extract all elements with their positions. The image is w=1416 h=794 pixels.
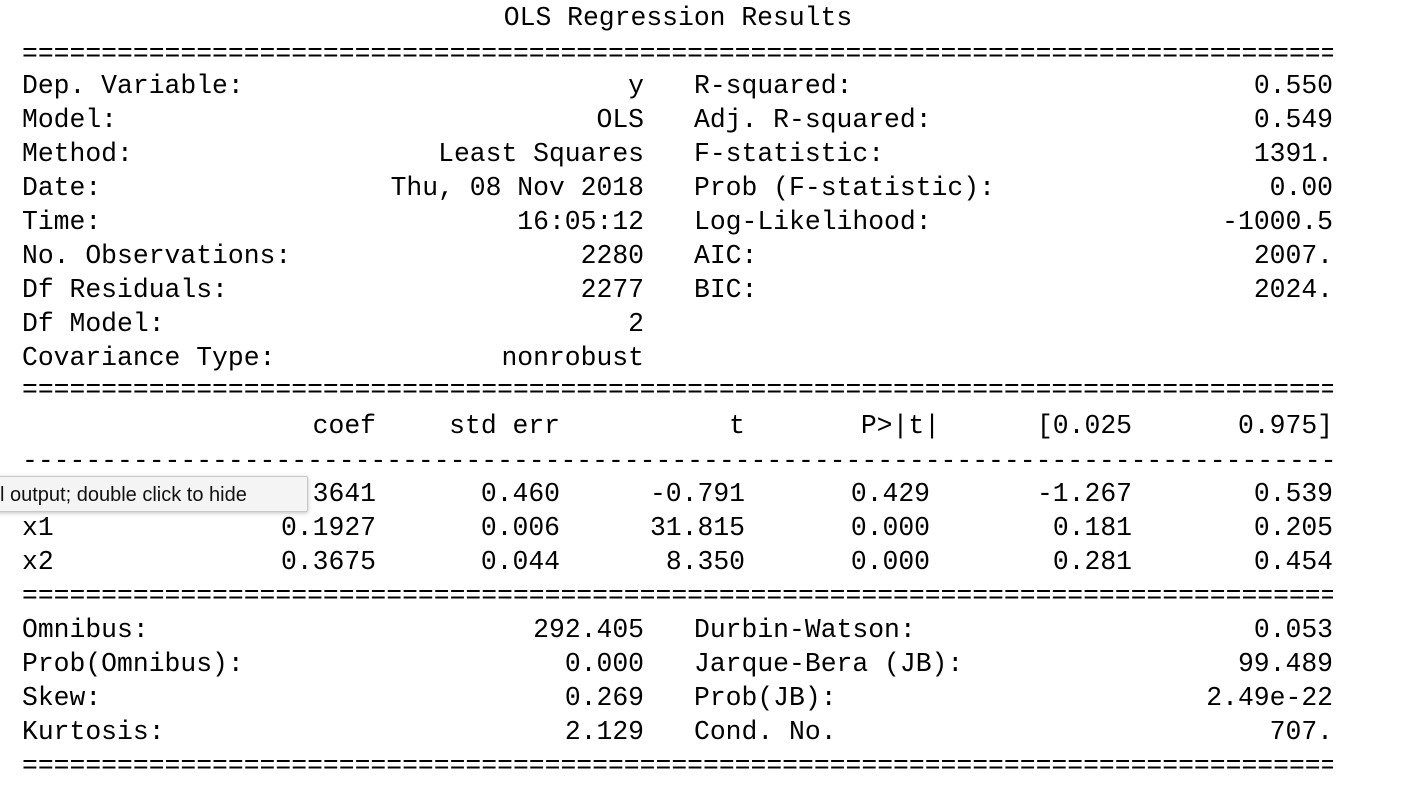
summary-label: Df Residuals: (22, 275, 228, 305)
summary-label: Method: (22, 139, 133, 169)
header-t: t (729, 411, 745, 441)
coef-cell: 0.205 (1253, 513, 1333, 543)
double-rule-top: ========================================… (22, 39, 1333, 69)
diag-value: 0.053 (1253, 615, 1333, 645)
coef-row-name: x2 (22, 547, 54, 577)
header-ci-upper: 0.975] (1237, 411, 1333, 441)
summary-label: BIC: (694, 275, 758, 305)
header-coef: coef (312, 411, 376, 441)
coef-cell: 0.429 (850, 479, 930, 509)
coef-cell: 0.539 (1253, 479, 1333, 509)
coef-cell: 0.000 (850, 513, 930, 543)
diag-value: 2.129 (564, 717, 644, 747)
summary-label: Prob (F-statistic): (694, 173, 995, 203)
summary-label: F-statistic: (694, 139, 885, 169)
diag-label: Prob(JB): (694, 683, 837, 713)
diag-label: Kurtosis: (22, 717, 165, 747)
summary-label: R-squared: (694, 71, 853, 101)
summary-label: Df Model: (22, 309, 165, 339)
results-title: OLS Regression Results (503, 3, 853, 33)
summary-label: Date: (22, 173, 102, 203)
coef-cell: 31.815 (649, 513, 745, 543)
summary-value: 0.00 (1269, 173, 1333, 203)
summary-value: Least Squares (438, 139, 644, 169)
coef-cell: 0.3675 (280, 547, 376, 577)
single-rule: ----------------------------------------… (22, 446, 1333, 476)
double-rule-bottom: ========================================… (22, 751, 1333, 781)
diag-label: Jarque-Bera (JB): (694, 649, 964, 679)
header-p-value: P>|t| (860, 411, 940, 441)
diag-value: 99.489 (1237, 649, 1333, 679)
coef-row-name: x1 (22, 513, 54, 543)
header-std-err: std err (449, 411, 560, 441)
coef-cell: -1.267 (1036, 479, 1132, 509)
coef-cell: 0.000 (850, 547, 930, 577)
double-rule: ========================================… (22, 581, 1333, 611)
summary-label: Covariance Type: (22, 343, 276, 373)
summary-value: 0.550 (1253, 71, 1333, 101)
summary-label: Log-Likelihood: (694, 207, 932, 237)
summary-label: Dep. Variable: (22, 71, 244, 101)
summary-label: No. Observations: (22, 241, 292, 271)
coef-cell: -0.791 (649, 479, 745, 509)
summary-value: -1000.5 (1222, 207, 1333, 237)
diag-value: 0.269 (564, 683, 644, 713)
header-ci-lower: [0.025 (1036, 411, 1132, 441)
coef-cell: 0.460 (480, 479, 560, 509)
summary-value: 2024. (1253, 275, 1333, 305)
coef-cell: 0.454 (1253, 547, 1333, 577)
diag-value: 707. (1269, 717, 1333, 747)
diag-value: 292.405 (533, 615, 644, 645)
summary-value: 2277 (580, 275, 644, 305)
coef-cell: 0.1927 (280, 513, 376, 543)
coef-cell: 3641 (312, 479, 376, 509)
summary-label: AIC: (694, 241, 758, 271)
diag-label: Durbin-Watson: (694, 615, 916, 645)
summary-value: 2007. (1253, 241, 1333, 271)
diag-value: 0.000 (564, 649, 644, 679)
summary-label: Time: (22, 207, 102, 237)
summary-label: Model: (22, 105, 118, 135)
diag-value: 2.49e-22 (1206, 683, 1333, 713)
coef-cell: 0.044 (480, 547, 560, 577)
diag-label: Omnibus: (22, 615, 149, 645)
coef-cell: 0.006 (480, 513, 560, 543)
summary-value: 1391. (1253, 139, 1333, 169)
diag-label: Prob(Omnibus): (22, 649, 244, 679)
summary-value: 2 (628, 309, 644, 339)
summary-label: Adj. R-squared: (694, 105, 932, 135)
summary-value: y (628, 71, 644, 101)
double-rule: ========================================… (22, 375, 1333, 405)
summary-value: nonrobust (501, 343, 644, 373)
summary-value: OLS (596, 105, 644, 135)
coef-cell: 0.181 (1052, 513, 1132, 543)
summary-value: 16:05:12 (517, 207, 644, 237)
coef-cell: 8.350 (665, 547, 745, 577)
summary-value: Thu, 08 Nov 2018 (390, 173, 644, 203)
diag-label: Cond. No. (694, 717, 837, 747)
coef-cell: 0.281 (1052, 547, 1132, 577)
output-tooltip[interactable]: l output; double click to hide (0, 476, 308, 512)
diag-label: Skew: (22, 683, 102, 713)
summary-value: 0.549 (1253, 105, 1333, 135)
summary-value: 2280 (580, 241, 644, 271)
